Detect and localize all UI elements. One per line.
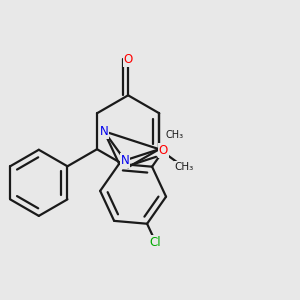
Text: N: N: [100, 125, 108, 138]
Text: O: O: [159, 144, 168, 157]
Text: N: N: [121, 154, 129, 167]
Text: Cl: Cl: [150, 236, 161, 249]
Text: CH₃: CH₃: [165, 130, 183, 140]
Text: O: O: [124, 53, 133, 66]
Text: CH₃: CH₃: [174, 162, 194, 172]
